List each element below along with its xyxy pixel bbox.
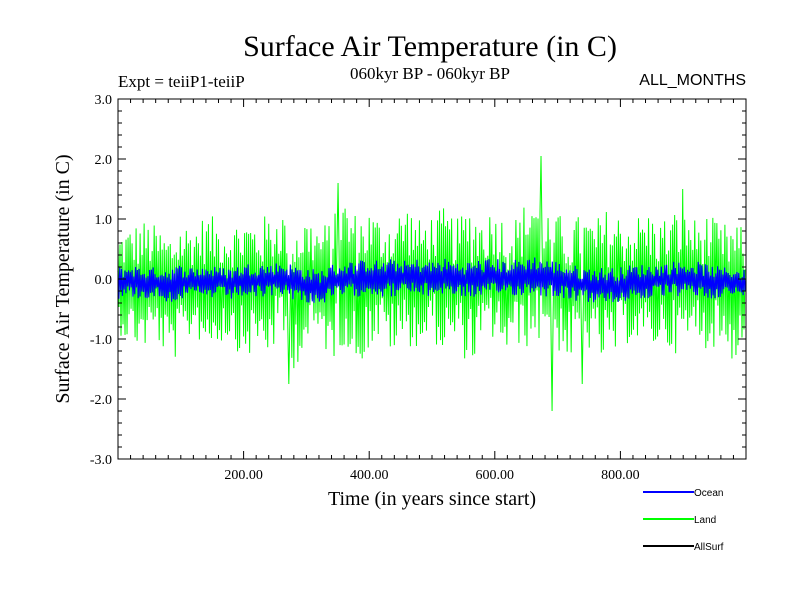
y-tick-label: 1.0 xyxy=(95,213,113,228)
y-axis: -3.0 -2.0 -1.0 0.0 1.0 2.0 3.0 xyxy=(90,93,746,468)
y-tick-label: 0.0 xyxy=(95,273,113,288)
series-line-ocean xyxy=(117,257,747,303)
y-tick-label: -3.0 xyxy=(90,453,112,468)
y-tick-label: -1.0 xyxy=(90,333,112,348)
plot-area xyxy=(117,155,747,412)
legend-label-land: Land xyxy=(694,515,716,526)
x-tick-label: 400.00 xyxy=(350,468,389,483)
legend-label-ocean: Ocean xyxy=(694,488,723,499)
legend-label-allsurf: AllSurf xyxy=(694,542,724,553)
legend: Ocean Land AllSurf xyxy=(643,488,724,553)
x-tick-label: 800.00 xyxy=(601,468,640,483)
series-line-land xyxy=(117,155,746,412)
y-axis-label: Surface Air Temperature (in C) xyxy=(52,154,74,403)
ocean-series xyxy=(117,257,747,303)
subtitle-left: Expt = teiiP1-teiiP xyxy=(118,72,245,91)
chart-title: Surface Air Temperature (in C) xyxy=(243,30,617,63)
land-series xyxy=(117,155,746,412)
y-tick-label: 2.0 xyxy=(95,153,113,168)
subtitle-center: 060kyr BP - 060kyr BP xyxy=(350,64,510,83)
subtitle-right: ALL_MONTHS xyxy=(639,72,746,89)
x-axis-label: Time (in years since start) xyxy=(328,488,536,510)
x-axis: 200.00 400.00 600.00 800.00 xyxy=(117,99,747,483)
y-tick-label: -2.0 xyxy=(90,393,112,408)
y-tick-label: 3.0 xyxy=(95,93,113,108)
x-tick-label: 600.00 xyxy=(476,468,515,483)
x-tick-label: 200.00 xyxy=(224,468,263,483)
